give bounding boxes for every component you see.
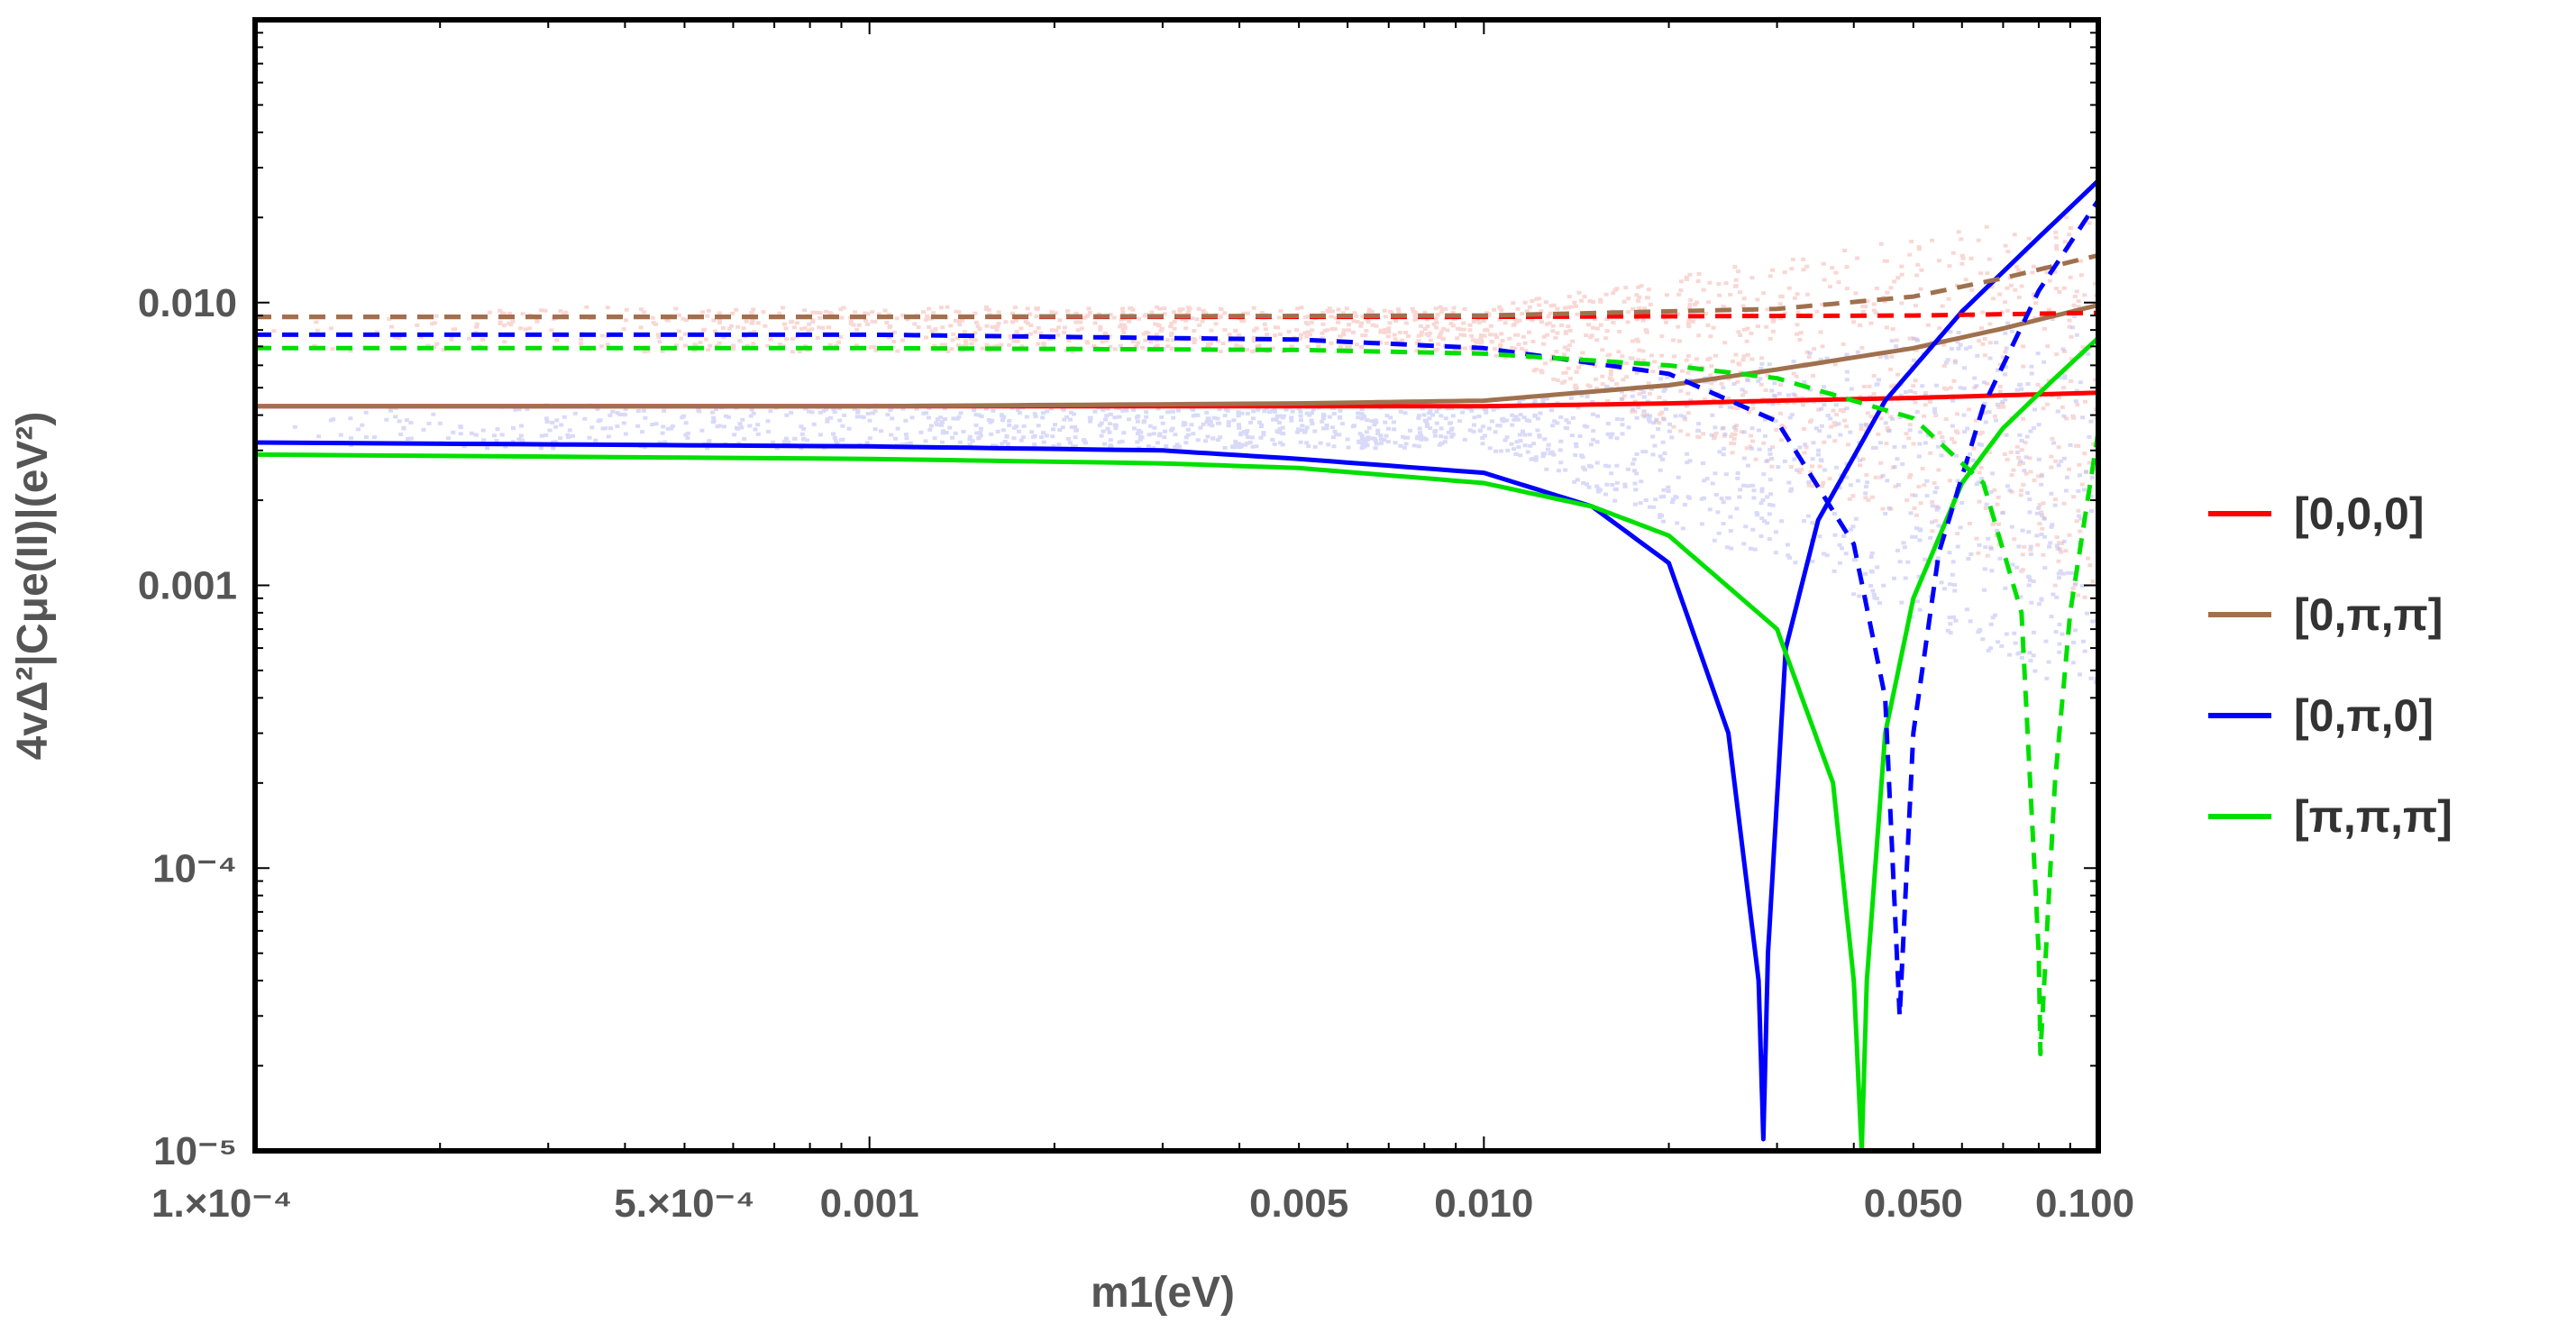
series-line-7 (255, 345, 2098, 1057)
series-line-5 (255, 252, 2098, 320)
y-axis-title: 4vΔ²|Cμe(II)|(eV²) (9, 412, 57, 761)
x-tick-label: 0.005 (1249, 1181, 1348, 1226)
legend-label: [0,0,0] (2294, 488, 2425, 539)
scatter-points-pink (271, 215, 2098, 599)
legend: [0,0,0] [0,π,π] [0,π,0] [π,π,π] (2208, 488, 2453, 842)
axis-ticks (254, 19, 2099, 1152)
series-line-1 (255, 303, 2098, 409)
series-lines (255, 178, 2098, 1151)
series-line-2 (255, 178, 2098, 1142)
legend-label: [π,π,π] (2294, 791, 2453, 842)
x-tick-label: 0.010 (1434, 1181, 1533, 1226)
legend-label: [0,π,0] (2294, 690, 2434, 741)
x-tick-label: 0.100 (2035, 1181, 2134, 1226)
series-line-3 (255, 336, 2098, 1151)
scatter-points (271, 215, 2098, 685)
tick-labels: 1.×10⁻⁴ 5.×10⁻⁴ 0.001 0.005 0.010 0.050 0.100 0… (138, 281, 2134, 1226)
y-tick-label: 0.010 (138, 281, 237, 325)
x-axis-title: m1(eV) (1091, 1269, 1235, 1317)
x-tick-label: 1.×10⁻⁴ (151, 1181, 292, 1226)
legend-label: [0,π,π] (2294, 589, 2443, 640)
x-tick-label: 0.050 (1864, 1181, 1963, 1226)
y-tick-label: 10⁻⁴ (152, 846, 237, 890)
y-tick-label: 0.001 (138, 564, 237, 608)
x-tick-label: 0.001 (820, 1181, 919, 1226)
scatter-band-pink (271, 215, 2098, 599)
x-tick-label: 5.×10⁻⁴ (614, 1181, 754, 1226)
series-line-6 (255, 198, 2098, 1018)
y-tick-label: 10⁻⁵ (153, 1129, 237, 1173)
